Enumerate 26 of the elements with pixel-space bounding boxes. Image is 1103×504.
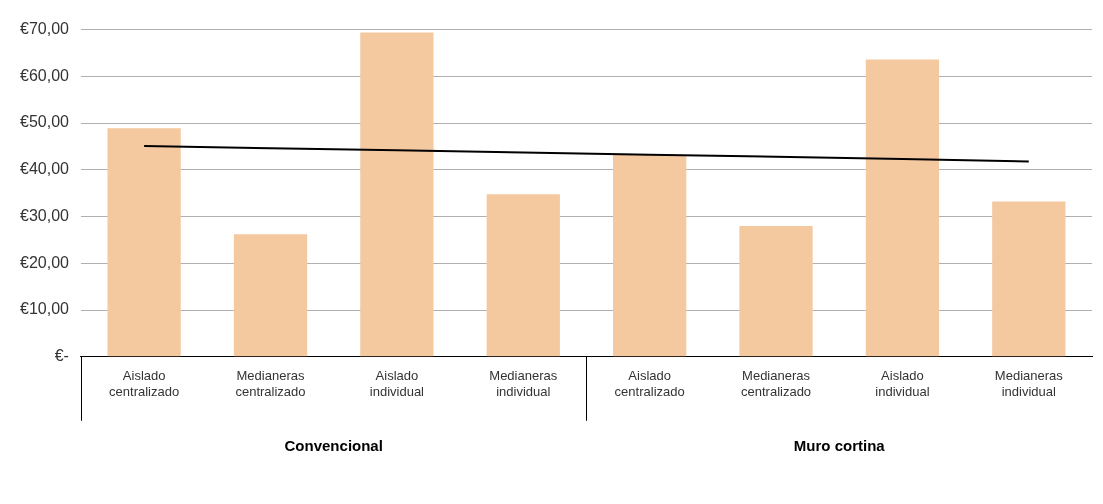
y-tick-label: €60,00: [20, 66, 70, 84]
x-tick-label: Aislado centralizado: [614, 368, 685, 399]
bar: [360, 32, 434, 357]
y-tick-label: €50,00: [20, 113, 70, 131]
bar: [613, 154, 687, 357]
bar: [739, 225, 813, 357]
bar: [992, 201, 1066, 357]
x-tick-label: Medianeras centralizado: [740, 368, 812, 399]
y-tick-label: €70,00: [20, 20, 70, 38]
y-tick-label: €-: [54, 347, 69, 365]
x-tick-label: Medianeras individual: [489, 368, 558, 399]
x-tick-label: Medianeras centralizado: [235, 368, 306, 399]
x-tick-label: Aislado centralizado: [109, 368, 180, 399]
bar: [486, 194, 560, 357]
bar: [107, 128, 181, 357]
x-tick-label: Medianeras individual: [994, 368, 1064, 399]
bar: [865, 59, 940, 357]
y-tick-label: €40,00: [20, 160, 70, 178]
text: Convencional: [284, 436, 383, 454]
bar: [233, 234, 308, 357]
x-tick-label: Aislado individual: [369, 368, 425, 399]
y-tick-label: €30,00: [20, 206, 70, 224]
y-tick-label: €20,00: [20, 253, 70, 271]
y-tick-label: €10,00: [20, 300, 70, 318]
text: Muro cortina: [793, 436, 886, 454]
x-tick-label: Aislado individual: [875, 368, 930, 399]
